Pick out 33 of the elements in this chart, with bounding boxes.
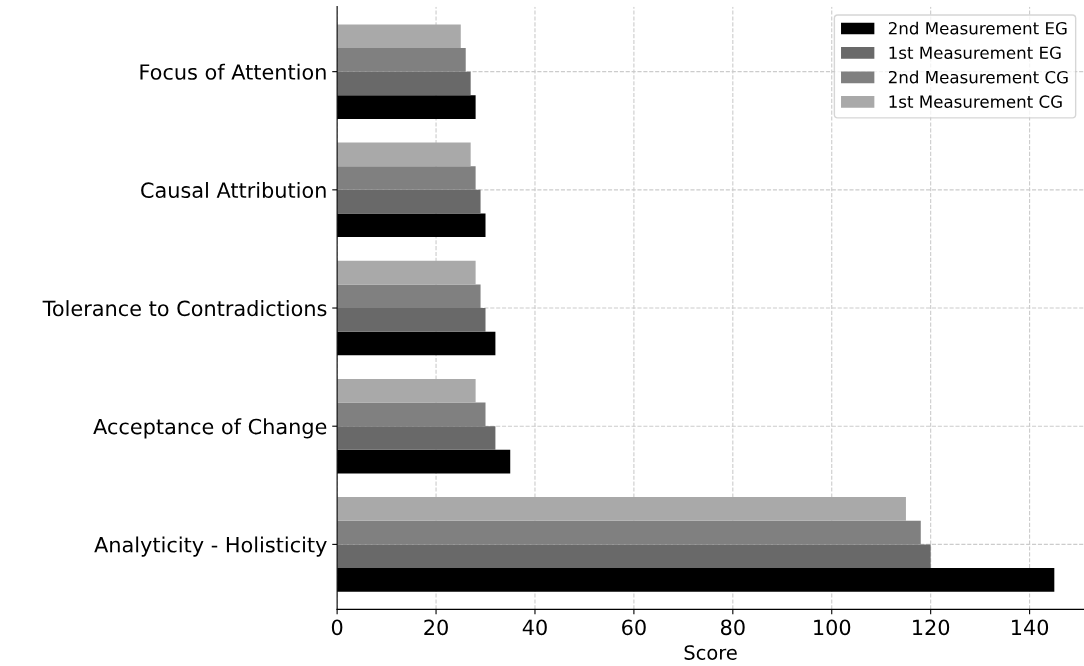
legend-label: 2nd Measurement EG <box>888 21 1067 35</box>
legend-label: 1st Measurement EG <box>889 46 1061 60</box>
bar <box>337 142 471 167</box>
y-tick-label: Analyticity - Holisticity <box>94 536 327 557</box>
x-axis-title: Score <box>684 645 737 660</box>
x-tick-label: 120 <box>913 619 950 636</box>
legend-label: 2nd Measurement CG <box>888 70 1068 84</box>
legend-label: 1st Measurement CG <box>889 95 1062 108</box>
y-tick-label: Focus of Attention <box>140 63 326 80</box>
bar <box>337 166 476 190</box>
bar <box>337 48 466 72</box>
bar <box>337 260 476 285</box>
bar <box>337 71 471 96</box>
bar <box>337 308 486 332</box>
bar <box>337 402 486 427</box>
bar <box>337 520 921 545</box>
bar <box>337 378 476 403</box>
x-tick-label: 140 <box>1012 619 1049 636</box>
y-tick-label: Causal Attribution <box>141 181 326 199</box>
y-tick-label: Tolerance to Contradictions <box>42 300 327 317</box>
x-tick-label: 20 <box>424 619 448 636</box>
bar <box>337 497 906 521</box>
x-tick-label: 80 <box>720 619 745 636</box>
x-tick-label: 60 <box>622 619 646 636</box>
bar <box>337 284 481 309</box>
bar <box>337 544 931 569</box>
bar <box>337 426 496 450</box>
x-tick-label: 40 <box>522 619 547 636</box>
y-tick-label: Acceptance of Change <box>93 418 327 439</box>
bar <box>337 189 481 214</box>
x-tick-label: 100 <box>814 619 851 636</box>
bar <box>337 24 461 49</box>
x-tick-label: 0 <box>331 619 343 636</box>
